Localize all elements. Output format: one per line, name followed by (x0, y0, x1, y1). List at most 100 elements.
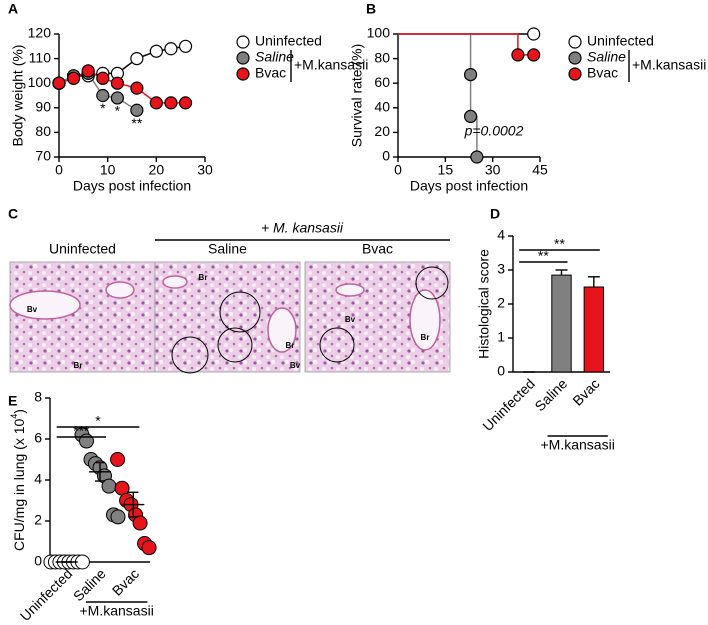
x-tick-label: 20 (149, 162, 165, 178)
data-point (149, 96, 163, 110)
vessel (409, 289, 441, 351)
data-point (463, 67, 478, 82)
data-point (178, 96, 193, 110)
vessel (105, 281, 135, 299)
y-tick-label: 80 (35, 123, 51, 139)
image-label: Bv (290, 361, 301, 370)
vessel (9, 290, 81, 320)
data-point (110, 509, 126, 525)
y-tick-label: 8 (34, 389, 42, 405)
group-label: +M.kansasii (541, 437, 615, 453)
significance-label: ** (538, 248, 549, 264)
legend-marker (236, 51, 250, 65)
x-axis-label: Days post infection (410, 178, 528, 194)
y-tick-label: 6 (34, 430, 42, 446)
x-tick-label: 15 (438, 162, 454, 178)
x-tick-label: Bvac (109, 565, 142, 598)
y-axis-label-sup: 4 (9, 414, 19, 419)
data-point (132, 515, 148, 531)
y-tick-label: 0 (497, 363, 505, 379)
annotation: p=0.0002 (464, 123, 524, 139)
lesion-circle (319, 327, 355, 363)
data-point (81, 64, 95, 78)
significance-label: ** (131, 115, 142, 131)
data-point (52, 76, 66, 90)
data-point (130, 51, 144, 66)
bar (583, 286, 605, 373)
image-label: Br (421, 333, 430, 342)
image-title: Saline (208, 241, 247, 257)
y-tick-label: 1 (497, 329, 505, 345)
significance-label: * (95, 413, 101, 429)
data-point (527, 48, 541, 62)
legend-marker (568, 51, 582, 65)
data-point (110, 76, 125, 90)
y-tick-label: 90 (35, 99, 51, 115)
significance-label: ** (554, 236, 565, 252)
x-tick-label: Uninfected (479, 375, 538, 434)
lesion-circle (217, 327, 253, 363)
image-title: Uninfected (49, 241, 116, 257)
significance-label: * (115, 103, 121, 119)
data-point (164, 42, 178, 56)
y-tick-label: 40 (374, 99, 390, 115)
x-tick-label: 30 (485, 162, 501, 178)
legend-marker (568, 35, 582, 49)
vessel (267, 307, 297, 353)
group-label: +M.kansasii (80, 603, 154, 619)
x-tick-label: 0 (394, 162, 402, 178)
legend-marker (236, 35, 250, 49)
x-tick-label: Uninfected (17, 565, 76, 624)
vessel (162, 275, 188, 289)
y-axis-label: Body weight (%) (10, 45, 26, 147)
legend-group-label: +M.kansasii (632, 57, 706, 73)
data-point (178, 39, 193, 53)
x-tick-label: 45 (532, 162, 548, 178)
y-axis-label: Survival rate (%) (349, 44, 365, 147)
data-point (110, 91, 125, 105)
y-tick-label: 0 (382, 148, 390, 164)
x-tick-label: Saline (531, 375, 570, 414)
legend-label: Uninfected (587, 33, 654, 49)
data-point (141, 540, 157, 556)
image-label: Bv (345, 315, 356, 324)
bar (551, 274, 572, 373)
legend-label: Bvac (255, 65, 286, 81)
y-tick-label: 120 (28, 25, 52, 41)
y-tick-label: 80 (374, 49, 390, 65)
group-label: + M. kansasii (261, 220, 344, 236)
data-point (96, 71, 110, 85)
legend-label: Uninfected (255, 33, 322, 49)
panel-letter: A (8, 1, 18, 17)
y-tick-label: 2 (34, 512, 42, 528)
y-axis-label-text: CFU/mg in lung (x 10 (11, 419, 27, 551)
y-axis-label: CFU/mg in lung (x 104) (9, 409, 26, 551)
data-point (66, 71, 81, 85)
data-point (527, 27, 541, 41)
panel-letter: E (8, 393, 17, 409)
legend-marker (568, 67, 582, 81)
y-tick-label: 20 (374, 123, 390, 139)
x-tick-label: Bvac (569, 375, 602, 408)
image-title: Bvac (362, 241, 393, 257)
lesion-circle (219, 291, 261, 333)
series-line (398, 33, 534, 56)
image-label: Br (74, 361, 83, 370)
legend-group-label: +M.kansasii (294, 57, 368, 73)
x-tick-label: Saline (70, 565, 109, 604)
significance-label: *** (73, 423, 90, 439)
data-point (130, 81, 144, 95)
data-point (164, 96, 178, 110)
y-tick-label: 4 (497, 227, 505, 243)
data-point (470, 150, 484, 164)
image-label: Br (199, 273, 208, 282)
data-point (463, 109, 478, 124)
y-tick-label: 0 (34, 553, 42, 569)
y-tick-label: 100 (28, 74, 52, 90)
image-label: Bv (27, 305, 38, 314)
y-tick-label: 110 (29, 49, 52, 65)
lesion-circle (415, 266, 449, 300)
x-axis-label: Days post infection (73, 178, 191, 194)
x-tick-label: 0 (55, 162, 63, 178)
